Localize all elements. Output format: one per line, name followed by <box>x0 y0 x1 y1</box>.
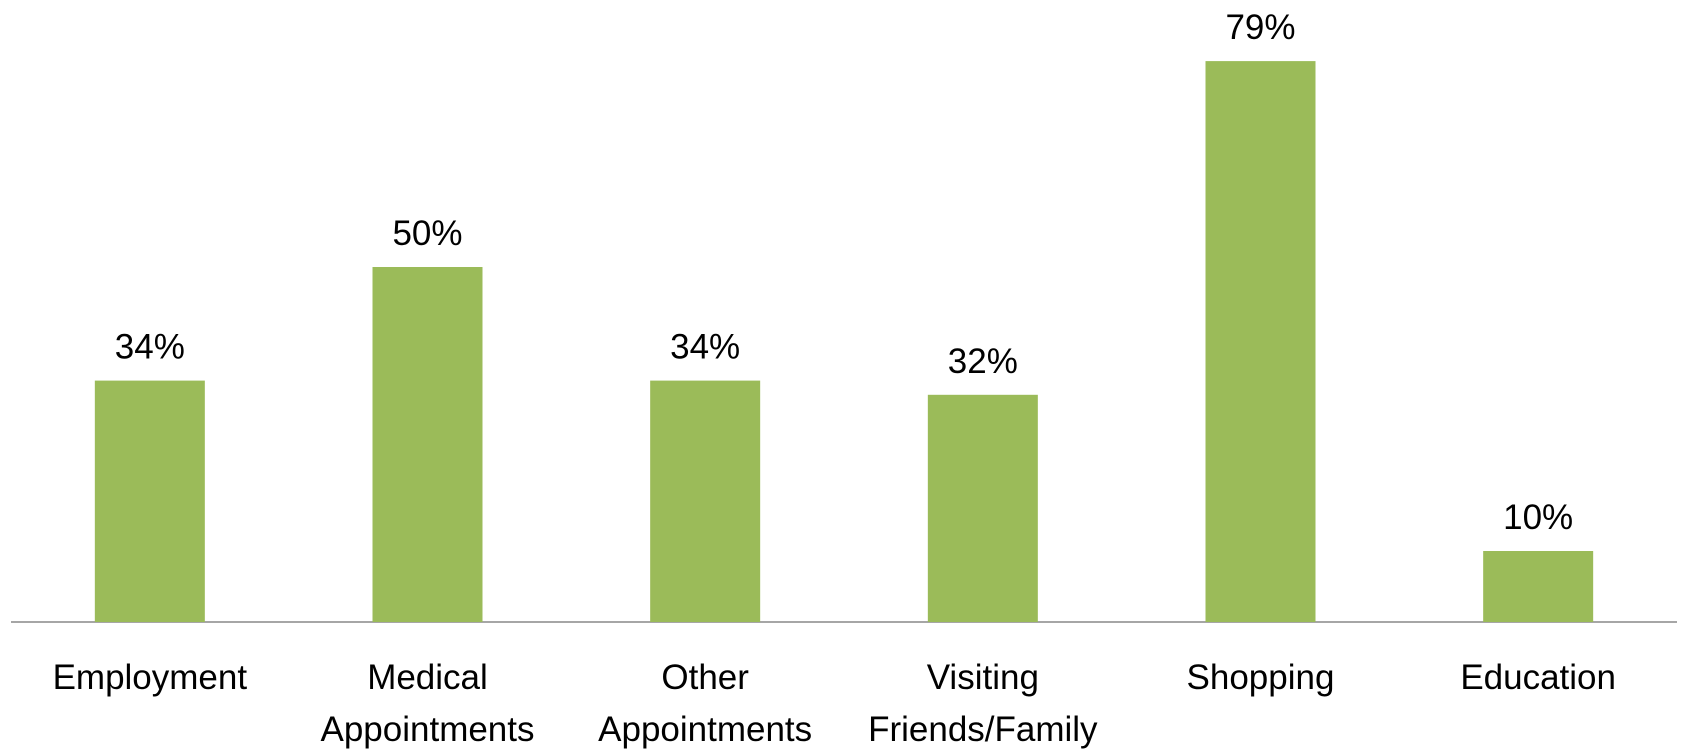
x-tick-label: Other Appointments <box>598 658 813 749</box>
value-label: 32% <box>948 342 1018 381</box>
x-tick-label: Employment <box>52 658 248 697</box>
x-tick-label: Education <box>1460 658 1616 697</box>
bar <box>94 380 205 622</box>
bar <box>1483 551 1594 622</box>
x-tick-label: Visiting Friends/Family <box>868 658 1098 749</box>
value-label: 79% <box>1225 8 1295 47</box>
value-label: 10% <box>1503 498 1573 537</box>
value-label: 34% <box>115 328 185 367</box>
bar <box>372 267 483 622</box>
x-tick-label: Medical Appointments <box>320 658 535 749</box>
bar <box>1205 61 1316 623</box>
bar <box>927 394 1038 622</box>
value-label: 34% <box>670 328 740 367</box>
x-tick-label: Shopping <box>1186 658 1335 697</box>
value-label: 50% <box>392 214 462 253</box>
bar <box>650 380 761 622</box>
